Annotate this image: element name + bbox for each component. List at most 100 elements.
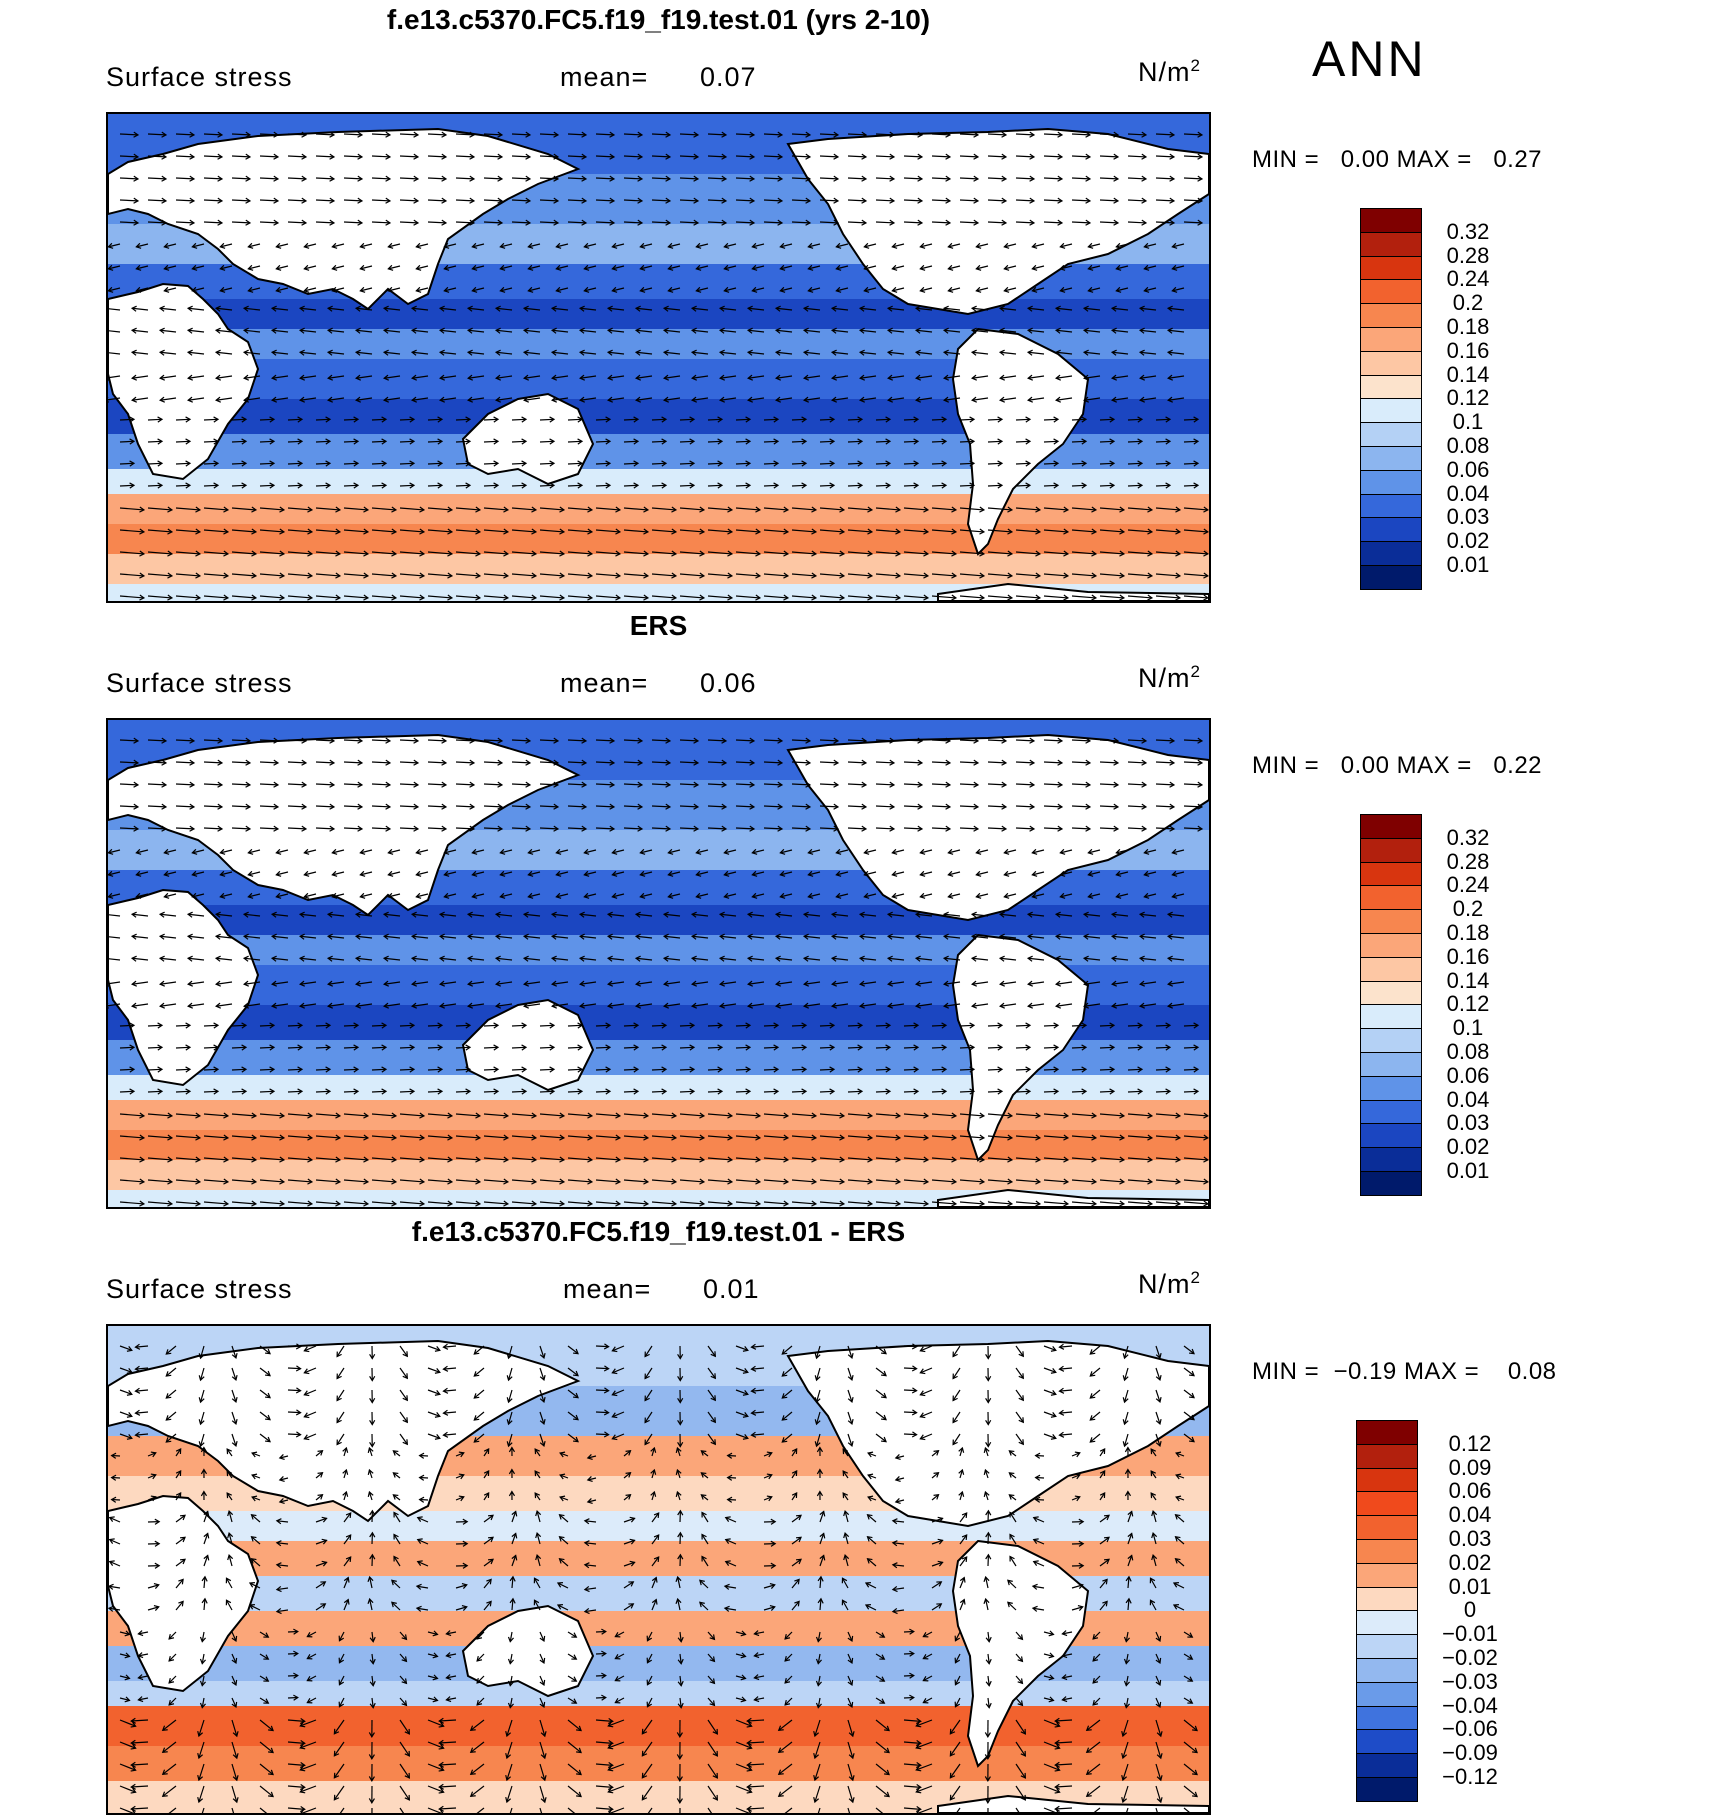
colorbar-swatch: [1360, 256, 1422, 280]
colorbar-tick-label: 0.12: [1428, 387, 1508, 409]
colorbar-swatch: [1360, 232, 1422, 256]
colorbar-tick-label: 0.04: [1428, 1089, 1508, 1111]
colorbar-swatch: [1360, 1028, 1422, 1052]
colorbar-swatch: [1356, 1729, 1418, 1753]
colorbar-tick-label: 0.32: [1428, 827, 1508, 849]
colorbar-tick-label: −0.09: [1430, 1742, 1510, 1764]
colorbar-tick-label: 0.28: [1428, 851, 1508, 873]
colorbar-swatch: [1356, 1539, 1418, 1563]
colorbar-tick-label: 0.03: [1428, 1112, 1508, 1134]
colorbar-swatch: [1360, 1004, 1422, 1028]
colorbar-tick-label: −0.03: [1430, 1671, 1510, 1693]
min-value: 0.00: [1341, 752, 1390, 779]
colorbar-swatch: [1356, 1468, 1418, 1492]
colorbar-swatch: [1360, 565, 1422, 590]
colorbar-tick-label: 0.06: [1428, 1065, 1508, 1087]
stress-map: [106, 718, 1211, 1209]
colorbar-swatch: [1360, 933, 1422, 957]
colorbar-tick-label: 0.06: [1430, 1480, 1510, 1502]
max-value: 0.08: [1508, 1358, 1557, 1385]
colorbar-swatch: [1360, 541, 1422, 565]
colorbar-swatch: [1356, 1706, 1418, 1730]
colorbar: [1360, 814, 1422, 1196]
mean-value: 0.01: [703, 1274, 760, 1305]
colorbar-tick-label: 0.18: [1428, 922, 1508, 944]
mean-label: mean=: [563, 1274, 651, 1305]
colorbar-swatch: [1360, 446, 1422, 470]
colorbar-swatch: [1360, 494, 1422, 518]
colorbar-swatch: [1356, 1444, 1418, 1468]
colorbar-swatch: [1360, 351, 1422, 375]
colorbar-swatch: [1360, 1076, 1422, 1100]
colorbar: [1360, 208, 1422, 590]
colorbar-swatch: [1360, 862, 1422, 886]
colorbar-swatch: [1360, 398, 1422, 422]
units-label: N/m2: [1138, 56, 1201, 88]
field-band: [108, 469, 1209, 494]
colorbar-swatch: [1360, 957, 1422, 981]
colorbar-tick-label: 0.32: [1428, 221, 1508, 243]
colorbar-swatch: [1360, 375, 1422, 399]
colorbar-tick-label: 0.03: [1430, 1528, 1510, 1550]
colorbar-swatch: [1356, 1777, 1418, 1802]
mean-label: mean=: [560, 668, 648, 699]
field-band: [108, 1075, 1209, 1100]
colorbar-tick-label: −0.01: [1430, 1623, 1510, 1645]
colorbar-tick-label: 0.1: [1428, 1017, 1508, 1039]
field-band: [108, 1706, 1209, 1746]
panel-model: f.e13.c5370.FC5.f19_f19.test.01 (yrs 2-1…: [0, 0, 1710, 605]
colorbar-swatch: [1360, 517, 1422, 541]
stress-map: [106, 112, 1211, 603]
colorbar-swatch: [1360, 1052, 1422, 1076]
colorbar-swatch: [1360, 1123, 1422, 1147]
colorbar-tick-label: 0.06: [1428, 459, 1508, 481]
min-value: −0.19: [1334, 1358, 1397, 1385]
colorbar-tick-label: 0.16: [1428, 340, 1508, 362]
colorbar-tick-label: 0.08: [1428, 1041, 1508, 1063]
colorbar-swatch: [1360, 814, 1422, 838]
field-band: [108, 299, 1209, 329]
field-band: [108, 524, 1209, 554]
colorbar-tick-label: −0.06: [1430, 1718, 1510, 1740]
mean-value: 0.07: [700, 62, 757, 93]
colorbar-swatch: [1356, 1682, 1418, 1706]
colorbar-swatch: [1356, 1634, 1418, 1658]
field-band: [108, 905, 1209, 935]
field-band: [108, 1130, 1209, 1160]
colorbar-tick-label: 0.04: [1430, 1504, 1510, 1526]
colorbar-tick-label: −0.02: [1430, 1647, 1510, 1669]
colorbar-tick-label: 0.14: [1428, 970, 1508, 992]
colorbar-swatch: [1360, 1100, 1422, 1124]
colorbar-tick-label: 0.28: [1428, 245, 1508, 267]
colorbar-swatch: [1356, 1587, 1418, 1611]
colorbar-swatch: [1360, 470, 1422, 494]
max-value: 0.27: [1493, 146, 1542, 173]
mean-value: 0.06: [700, 668, 757, 699]
max-value: 0.22: [1493, 752, 1542, 779]
colorbar-tick-label: −0.12: [1430, 1766, 1510, 1788]
colorbar-tick-label: 0.1: [1428, 411, 1508, 433]
colorbar-tick-label: 0.24: [1428, 874, 1508, 896]
colorbar-swatch: [1360, 981, 1422, 1005]
units-label: N/m2: [1138, 662, 1201, 694]
colorbar-tick-label: 0.02: [1428, 530, 1508, 552]
colorbar-swatch: [1356, 1658, 1418, 1682]
colorbar-tick-label: 0: [1430, 1599, 1510, 1621]
colorbar-swatch: [1360, 327, 1422, 351]
colorbar-swatch: [1356, 1515, 1418, 1539]
field-band: [108, 554, 1209, 584]
variable-label: Surface stress: [106, 668, 293, 699]
stress-map: [106, 1324, 1211, 1815]
colorbar-tick-label: 0.04: [1428, 483, 1508, 505]
field-band: [108, 1160, 1209, 1190]
colorbar-swatch: [1360, 909, 1422, 933]
colorbar-swatch: [1356, 1610, 1418, 1634]
colorbar: [1356, 1420, 1418, 1802]
colorbar-tick-label: 0.01: [1428, 1160, 1508, 1182]
colorbar-swatch: [1360, 422, 1422, 446]
colorbar-swatch: [1360, 1171, 1422, 1196]
colorbar-swatch: [1360, 303, 1422, 327]
colorbar-swatch: [1360, 208, 1422, 232]
units-label: N/m2: [1138, 1268, 1201, 1300]
colorbar-tick-label: 0.08: [1428, 435, 1508, 457]
